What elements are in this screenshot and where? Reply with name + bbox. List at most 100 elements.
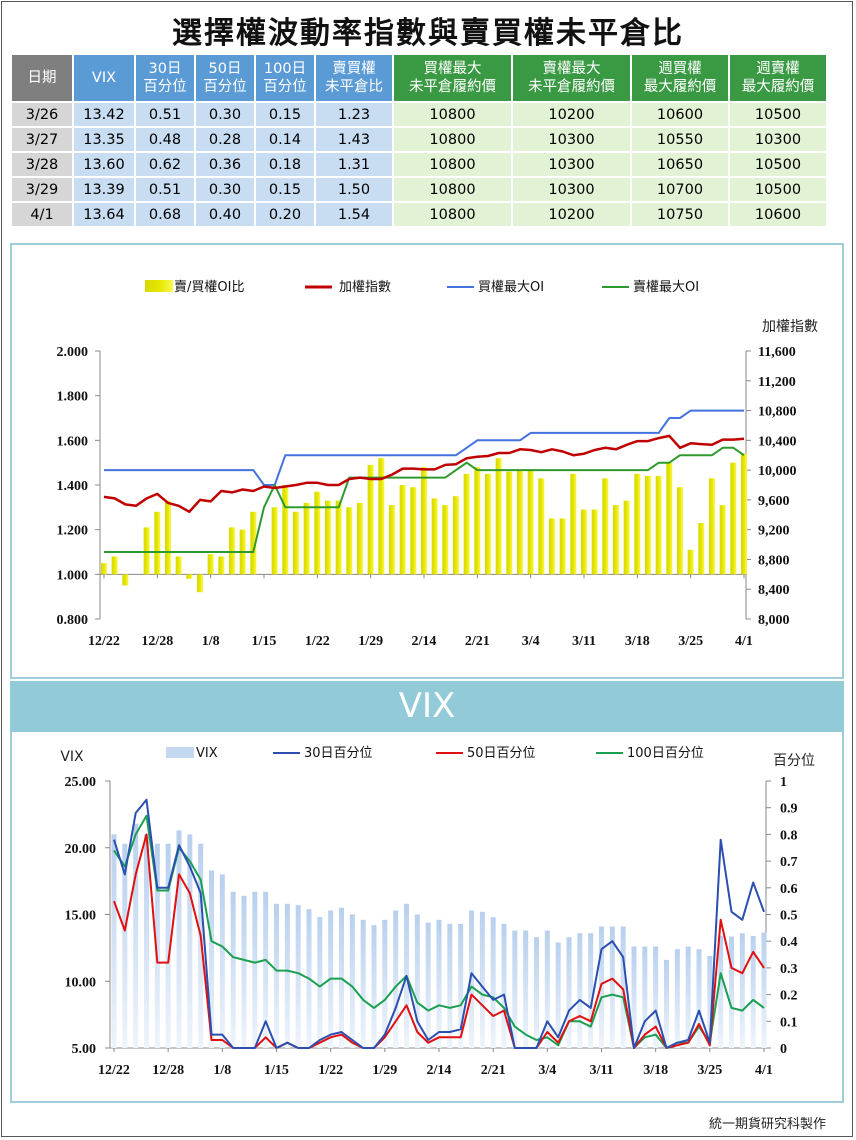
pc-ratio-bar [399, 485, 406, 575]
vix-bar [642, 946, 648, 1048]
left-tick-label: 1.000 [57, 568, 89, 583]
header-line-1: 30日 [148, 61, 182, 77]
left-tick-label: 0.800 [57, 613, 89, 628]
table-row: 3/27 13.35 0.48 0.28 0.14 1.43 10800 10300 10550… [12, 128, 826, 151]
oi-chart: 2.000 1.800 1.600 1.400 1.200 1.000 0.800 11,60… [57, 280, 818, 649]
vix-bar [718, 935, 724, 1048]
x-tick-label: 12/22 [88, 634, 120, 649]
vix-bar [436, 919, 442, 1048]
table-header-cell: 100日百分位 [256, 55, 314, 101]
x-tick-label: 1/22 [318, 1063, 343, 1078]
oi-chart-panel: 2.000 1.800 1.600 1.400 1.200 1.000 0.800 11,60… [10, 243, 844, 679]
table-cell: 1.50 [316, 178, 392, 201]
pc-ratio-bar [154, 511, 161, 575]
pc-ratio-bar [687, 549, 694, 575]
x-tick-label: 3/25 [697, 1063, 722, 1078]
pc-ratio-bar [613, 505, 619, 575]
pc-ratio-bar [186, 574, 193, 579]
pc-ratio-bar [111, 556, 118, 575]
pc-ratio-bar [218, 556, 225, 575]
table-cell: 1.54 [316, 203, 392, 226]
right-tick-label: 0.9 [780, 802, 798, 817]
table-cell: 0.20 [256, 203, 314, 226]
table-cell: 10300 [513, 178, 630, 201]
pc-ratio-bar [698, 522, 705, 575]
right-tick-label: 0.1 [780, 1015, 798, 1030]
table-cell: 10600 [632, 103, 728, 126]
vix-bar [393, 910, 399, 1048]
table-row: 4/1 13.64 0.68 0.40 0.20 1.54 10800 10200 10750 1… [12, 203, 826, 226]
table-cell: 10300 [513, 153, 630, 176]
table-header-cell: 買權最大 未平倉履約價 [394, 55, 511, 101]
table-header-cell: 賣買權 未平倉比 [316, 55, 392, 101]
vix-bar [284, 903, 290, 1048]
header-line-1: 週賣權 [756, 61, 800, 77]
pc-ratio-bar [645, 476, 651, 575]
table-cell: 0.14 [256, 128, 314, 151]
x-tick-label: 3/4 [522, 634, 540, 649]
legend-label: 賣/買權OI比 [174, 280, 244, 295]
pc-ratio-bar [506, 471, 513, 575]
vix-bar [176, 830, 182, 1048]
vix-bar [360, 919, 366, 1048]
vix-banner: VIX [10, 681, 844, 732]
left-tick-label: 25.00 [65, 775, 97, 790]
pc-ratio-bar [623, 500, 630, 575]
pc-ratio-bar [517, 469, 523, 575]
x-tick-label: 1/29 [358, 634, 383, 649]
right-tick-label: 11,600 [758, 345, 796, 360]
vix-bar [750, 935, 756, 1048]
header-line-1: 賣買權 [332, 61, 376, 77]
right-tick-label: 0.2 [780, 989, 798, 1004]
table-cell: 10750 [632, 203, 728, 226]
right-axis-title: 百分位 [773, 753, 815, 769]
pc-ratio-bar [122, 574, 129, 586]
pc-ratio-bar [602, 478, 609, 575]
p30-line [113, 798, 765, 1049]
pc-ratio-bar [357, 502, 363, 575]
vix-bar [263, 891, 269, 1048]
table-cell: 0.68 [136, 203, 194, 226]
vix-bar [274, 903, 279, 1048]
left-tick-label: 1.200 [57, 524, 89, 539]
pc-ratio-bar [677, 487, 683, 575]
pc-ratio-bar [197, 574, 203, 593]
pc-ratio-bar [207, 554, 214, 575]
x-tick-label: 2/21 [465, 634, 490, 649]
table-cell: 3/28 [12, 153, 72, 176]
table-cell: 0.18 [256, 153, 314, 176]
table-cell: 10600 [730, 203, 826, 226]
x-tick-label: 1/8 [202, 634, 220, 649]
header-line-1: 日期 [27, 70, 57, 86]
table-cell: 10200 [513, 103, 630, 126]
vix-bar [198, 843, 204, 1048]
right-tick-label: 0.3 [780, 962, 798, 977]
right-tick-label: 11,200 [758, 375, 796, 390]
x-tick-label: 3/11 [572, 634, 596, 649]
right-tick-label: 0.6 [780, 882, 798, 897]
table-cell: 0.15 [256, 103, 314, 126]
pc-ratio-bar [410, 487, 417, 575]
table-body: 3/26 13.42 0.51 0.30 0.15 1.23 10800 10200 10600… [12, 103, 826, 226]
left-tick-label: 1.400 [57, 479, 89, 494]
table-cell: 0.30 [196, 178, 254, 201]
header-line-1: 50日 [208, 61, 242, 77]
table-cell: 0.30 [196, 103, 254, 126]
vix-bar [729, 936, 734, 1048]
vix-bar [761, 932, 767, 1048]
vix-bar [696, 949, 702, 1048]
right-tick-label: 0.5 [780, 909, 798, 924]
vix-bar [219, 874, 225, 1048]
right-axis-title: 加權指數 [762, 319, 818, 335]
vix-bar [577, 933, 583, 1048]
vix-bar [382, 919, 388, 1048]
header-line-1: 100日 [263, 61, 307, 77]
footer-credit: 統一期貨研究科製作 [708, 1117, 826, 1132]
pc-ratio-bar [101, 563, 107, 575]
vix-bar [555, 942, 561, 1048]
table-cell: 10300 [513, 128, 630, 151]
header-line-2: 百分位 [263, 79, 307, 95]
table-cell: 13.42 [74, 103, 134, 126]
table-header-cell: 30日 百分位 [136, 55, 194, 101]
